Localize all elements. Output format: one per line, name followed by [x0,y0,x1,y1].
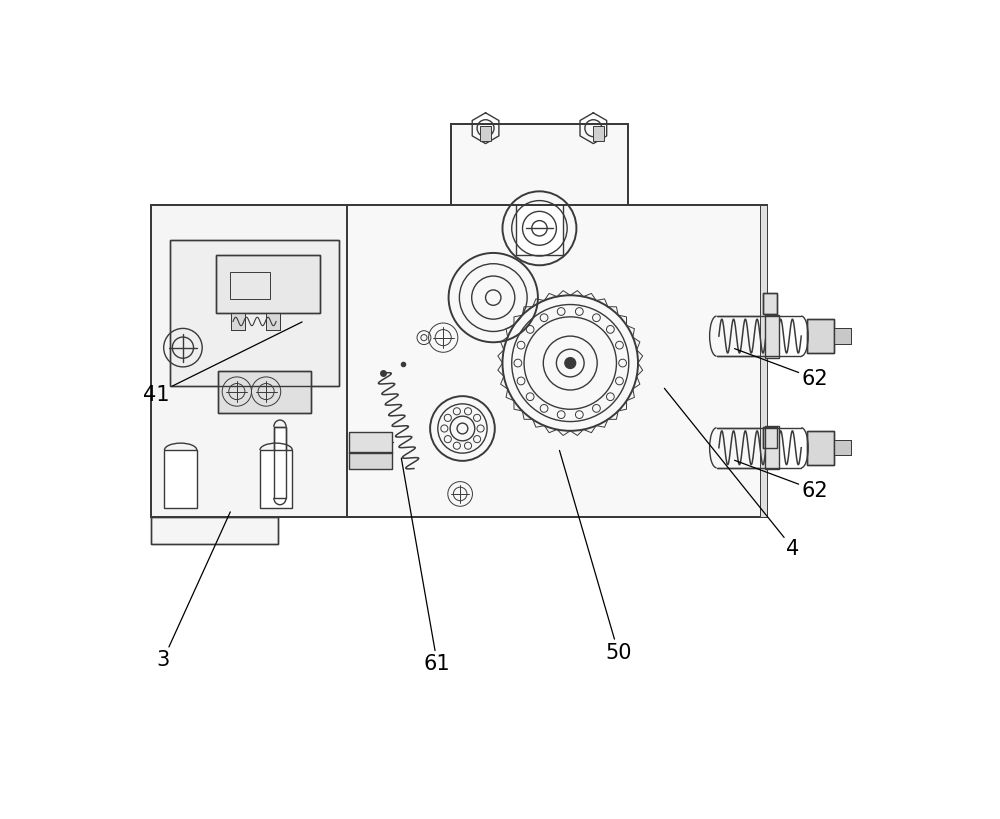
Bar [347,206,767,518]
Text: 50: 50 [559,451,631,662]
Text: 41: 41 [143,323,302,405]
Text: 62: 62 [735,349,828,389]
Bar [349,432,392,454]
Bar [480,127,491,143]
Bar [230,273,270,300]
Bar [807,432,834,465]
Bar [170,241,339,387]
Bar [231,314,245,331]
Bar [807,319,834,354]
Bar [231,314,245,331]
Text: 3: 3 [157,512,230,670]
Bar [151,518,278,545]
Text: 62: 62 [735,461,828,500]
Bar [349,432,392,454]
Bar [347,206,767,518]
Bar [763,293,777,315]
Bar [834,329,851,344]
Bar [218,371,311,414]
Bar [151,518,278,545]
Bar [349,452,392,469]
Bar [349,452,392,469]
Bar [216,256,320,314]
Bar [451,125,628,206]
Bar [274,428,286,498]
Bar [765,315,779,358]
Bar [260,450,292,508]
Bar [763,428,777,449]
Bar [266,314,280,331]
Polygon shape [516,206,563,256]
Text: 4: 4 [664,389,799,559]
Bar [170,241,339,387]
Bar [151,206,347,518]
Text: 61: 61 [401,459,451,673]
Bar [807,319,834,354]
Bar [834,329,851,344]
Bar [164,450,197,508]
Bar [266,314,280,331]
Bar [216,256,320,314]
Bar [451,125,628,206]
Bar [218,371,311,414]
Bar [834,441,851,456]
Circle shape [565,358,576,369]
Bar [151,206,347,518]
Bar [760,206,767,518]
Bar [274,428,286,498]
Bar [593,127,604,143]
Bar [834,441,851,456]
Bar [763,293,777,315]
Bar [807,432,834,465]
Bar [765,427,779,470]
Bar [763,428,777,449]
